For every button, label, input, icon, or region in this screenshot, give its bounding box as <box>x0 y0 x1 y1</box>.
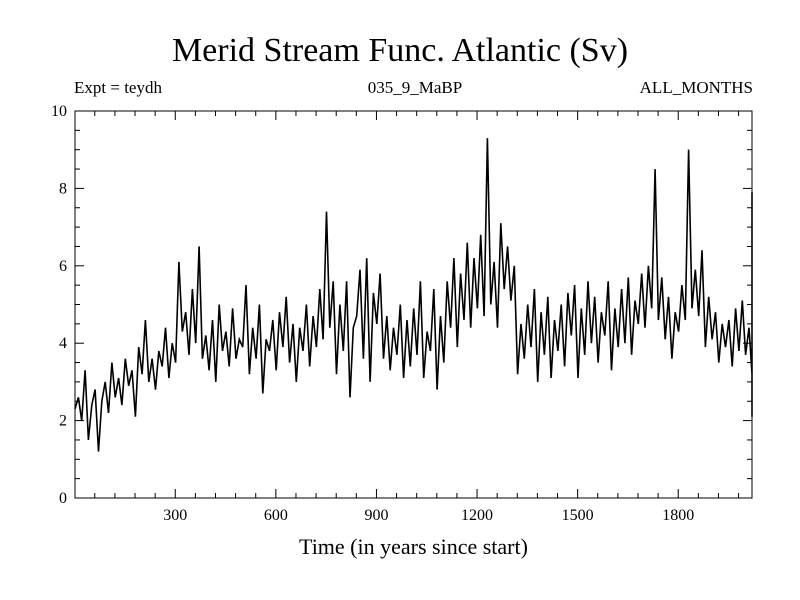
x-axis-label: Time (in years since start) <box>299 534 528 559</box>
y-tick-label: 8 <box>59 180 67 197</box>
x-tick-label: 1500 <box>562 507 594 524</box>
months-label: ALL_MONTHS <box>639 78 753 97</box>
series-group <box>74 138 753 452</box>
y-tick-label: 4 <box>59 335 67 352</box>
experiment-label: Expt = teydh <box>74 78 162 97</box>
y-tick-label: 2 <box>59 413 67 430</box>
x-tick-label: 600 <box>264 507 288 524</box>
x-tick-label: 1800 <box>662 507 694 524</box>
axis-tick-labels: 0 2 4 6 8 10 300 600 900 1200 1500 1800 <box>51 103 694 524</box>
x-tick-label: 1200 <box>461 507 493 524</box>
period-label: 035_9_MaBP <box>367 78 463 97</box>
y-tick-label: 6 <box>59 258 67 275</box>
plot-frame <box>74 110 753 499</box>
chart-title: Merid Stream Func. Atlantic (Sv) <box>171 32 629 69</box>
y-tick-label: 10 <box>51 103 67 120</box>
axis-ticks <box>75 110 752 499</box>
series-line <box>74 138 753 452</box>
y-tick-label: 0 <box>59 490 67 507</box>
x-tick-label: 300 <box>163 507 187 524</box>
x-tick-label: 900 <box>364 507 388 524</box>
